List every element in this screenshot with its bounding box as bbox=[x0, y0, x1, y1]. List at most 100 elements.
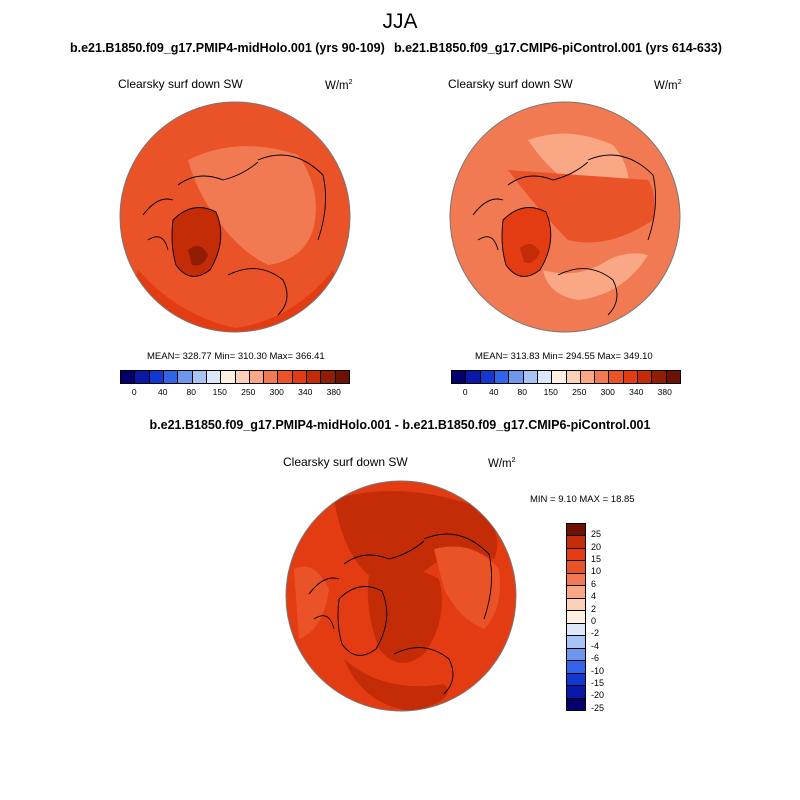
difference-colorbar-label: 2 bbox=[591, 603, 597, 614]
panel-right-variable: Clearsky surf down SW bbox=[448, 77, 573, 91]
figure-title: JJA bbox=[382, 10, 418, 33]
right-colorbar-swatch bbox=[494, 371, 510, 383]
difference-colorbar-label: -15 bbox=[591, 677, 605, 688]
right-colorbar-swatch bbox=[537, 371, 553, 383]
left-colorbar-label: 250 bbox=[241, 387, 256, 397]
difference-colorbar-label: -2 bbox=[591, 628, 600, 639]
difference-colorbar-swatch bbox=[567, 548, 585, 562]
difference-colorbar-swatch bbox=[567, 623, 585, 637]
difference-colorbar-label: 15 bbox=[591, 553, 602, 564]
left-colorbar-swatch bbox=[206, 371, 222, 383]
right-colorbar-swatch bbox=[509, 371, 524, 383]
diff-map-coast-arctic bbox=[343, 540, 425, 565]
left-map-coast-greenland bbox=[171, 207, 222, 277]
right-colorbar-swatch bbox=[566, 371, 581, 383]
difference-colorbar-swatch bbox=[567, 648, 585, 662]
difference-colorbar-swatch bbox=[567, 561, 585, 574]
difference-colorbar-swatch bbox=[567, 661, 585, 674]
left-map-coast-america bbox=[142, 198, 174, 251]
left-colorbar-swatch bbox=[307, 371, 322, 383]
right-colorbar-swatch bbox=[466, 371, 481, 383]
diff-map-region-center bbox=[367, 567, 442, 663]
right-colorbar-swatch bbox=[552, 371, 567, 383]
right-map-coast-arctic bbox=[507, 161, 589, 186]
difference-colorbar-swatch bbox=[567, 673, 585, 687]
left-colorbar-label: 40 bbox=[158, 387, 168, 397]
right-colorbar-label: 300 bbox=[600, 387, 615, 397]
right-map-border bbox=[449, 101, 681, 333]
panel-diff-unit: W/m2 bbox=[488, 457, 516, 470]
left-colorbar-label: 0 bbox=[131, 387, 137, 397]
right-colorbar-swatch bbox=[666, 371, 680, 383]
left-map-border bbox=[119, 101, 351, 333]
left-colorbar-swatch bbox=[192, 371, 207, 383]
right-colorbar-swatch bbox=[580, 371, 596, 383]
right-colorbar-swatch bbox=[609, 371, 624, 383]
difference-colorbar-swatch bbox=[567, 536, 585, 549]
right-map-greenland-peak bbox=[520, 243, 540, 263]
right-colorbar-swatch bbox=[638, 371, 653, 383]
left-colorbar-label: 80 bbox=[186, 387, 196, 397]
panel-left-case-title: b.e21.B1850.f09_g17.PMIP4-midHolo.001 (y… bbox=[70, 41, 385, 55]
diff-map-coast-eurasia bbox=[423, 533, 493, 620]
right-map-region-mid bbox=[508, 170, 655, 243]
left-colorbar bbox=[120, 370, 350, 384]
left-colorbar-swatch bbox=[278, 371, 293, 383]
difference-colorbar-label: -25 bbox=[591, 702, 605, 713]
panel-left-stats: MEAN= 328.77 Min= 310.30 Max= 366.41 bbox=[147, 351, 325, 362]
difference-colorbar-label: -6 bbox=[591, 653, 600, 664]
left-colorbar-swatch bbox=[121, 371, 136, 383]
right-colorbar-swatch bbox=[480, 371, 495, 383]
diff-map-coast-greenland bbox=[337, 586, 388, 656]
difference-colorbar-swatch bbox=[567, 573, 585, 587]
difference-title: b.e21.B1850.f09_g17.PMIP4-midHolo.001 - … bbox=[149, 418, 651, 432]
right-map-region-atlantic bbox=[543, 253, 648, 300]
left-colorbar-label: 340 bbox=[298, 387, 313, 397]
panel-diff-stats: MIN = 9.10 MAX = 18.85 bbox=[530, 494, 635, 505]
diff-polar-map bbox=[285, 480, 517, 712]
difference-colorbar-label: -20 bbox=[591, 690, 605, 701]
right-colorbar-label: 80 bbox=[517, 387, 527, 397]
right-colorbar-swatch bbox=[595, 371, 610, 383]
left-colorbar-swatch bbox=[221, 371, 236, 383]
difference-colorbar-label: -10 bbox=[591, 665, 605, 676]
left-colorbar-label: 300 bbox=[269, 387, 284, 397]
left-colorbar-swatch bbox=[321, 371, 336, 383]
right-map-coast-greenland bbox=[501, 207, 552, 277]
left-map-coast-eurasia bbox=[257, 154, 327, 241]
right-colorbar-labels: 0 40 80 150 250 300 340 380 bbox=[451, 387, 679, 399]
left-colorbar-swatch bbox=[163, 371, 179, 383]
difference-colorbar-swatch bbox=[567, 686, 585, 699]
difference-colorbar-label: 0 bbox=[591, 615, 597, 626]
right-colorbar-label: 40 bbox=[489, 387, 499, 397]
panel-left-variable: Clearsky surf down SW bbox=[118, 77, 243, 91]
left-colorbar-swatch bbox=[292, 371, 308, 383]
left-colorbar-swatch bbox=[149, 371, 164, 383]
difference-colorbar bbox=[566, 523, 586, 711]
left-colorbar-swatch bbox=[249, 371, 265, 383]
difference-colorbar-swatch bbox=[567, 698, 585, 711]
difference-colorbar-labels: 25 20 15 10 6 4 2 0 -2 -4 -6 -10 -15 -20 -25 bbox=[591, 523, 621, 713]
right-colorbar-label: 340 bbox=[629, 387, 644, 397]
difference-colorbar-label: 25 bbox=[591, 529, 602, 540]
difference-colorbar-swatch bbox=[567, 611, 585, 624]
right-colorbar-label: 250 bbox=[572, 387, 587, 397]
diff-map-region-south bbox=[344, 659, 448, 711]
right-colorbar-label: 380 bbox=[657, 387, 672, 397]
diff-map-region-west bbox=[294, 566, 329, 639]
right-map-coast-america bbox=[472, 198, 504, 251]
left-map-coast-europe bbox=[227, 268, 288, 316]
right-colorbar-swatch bbox=[452, 371, 467, 383]
difference-colorbar-label: 4 bbox=[591, 591, 597, 602]
difference-colorbar-swatch bbox=[567, 636, 585, 649]
left-polar-map bbox=[119, 101, 351, 333]
left-colorbar-swatch bbox=[335, 371, 349, 383]
right-colorbar-label: 150 bbox=[543, 387, 558, 397]
difference-colorbar-swatch bbox=[567, 586, 585, 599]
left-map-coast-arctic bbox=[177, 161, 259, 186]
difference-colorbar-swatch bbox=[567, 598, 585, 612]
panel-diff-variable: Clearsky surf down SW bbox=[283, 455, 408, 469]
difference-colorbar-label: 20 bbox=[591, 541, 602, 552]
right-map-greenland bbox=[502, 207, 551, 277]
right-colorbar-swatch bbox=[652, 371, 667, 383]
